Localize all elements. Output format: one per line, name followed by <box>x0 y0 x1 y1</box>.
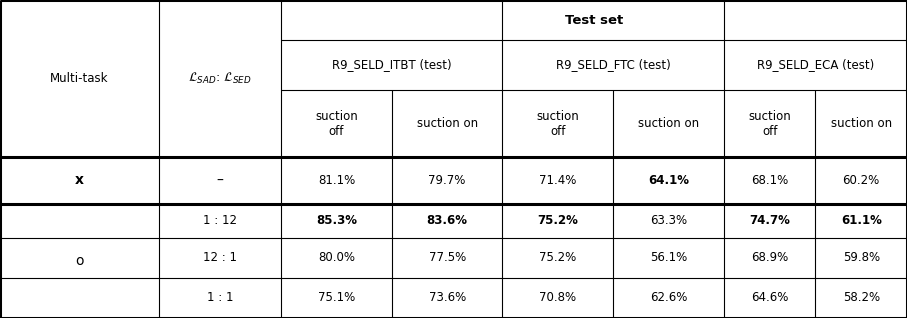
Text: 75.2%: 75.2% <box>537 214 579 227</box>
Text: suction on: suction on <box>831 117 892 130</box>
Text: 73.6%: 73.6% <box>428 292 466 304</box>
Text: 70.8%: 70.8% <box>540 292 576 304</box>
Text: 68.1%: 68.1% <box>751 174 788 187</box>
Text: R9_SELD_ECA (test): R9_SELD_ECA (test) <box>756 59 874 72</box>
Text: 1 : 12: 1 : 12 <box>203 214 237 227</box>
Text: 64.6%: 64.6% <box>751 292 788 304</box>
Text: 80.0%: 80.0% <box>318 252 355 264</box>
Text: 58.2%: 58.2% <box>843 292 880 304</box>
Text: 81.1%: 81.1% <box>317 174 356 187</box>
Text: 64.1%: 64.1% <box>648 174 689 187</box>
Text: 59.8%: 59.8% <box>843 252 880 264</box>
Text: 61.1%: 61.1% <box>841 214 882 227</box>
Text: suction
off: suction off <box>536 109 580 138</box>
Text: 68.9%: 68.9% <box>751 252 788 264</box>
Text: 71.4%: 71.4% <box>539 174 577 187</box>
Text: suction on: suction on <box>416 117 478 130</box>
Text: 77.5%: 77.5% <box>428 252 466 264</box>
Text: Test set: Test set <box>565 14 623 27</box>
Text: x: x <box>75 173 83 188</box>
Text: 56.1%: 56.1% <box>649 252 688 264</box>
Text: suction on: suction on <box>638 117 699 130</box>
Text: 62.6%: 62.6% <box>649 292 688 304</box>
Text: o: o <box>75 254 83 268</box>
Text: suction
off: suction off <box>748 109 791 138</box>
Text: R9_SELD_FTC (test): R9_SELD_FTC (test) <box>556 59 670 72</box>
Text: $\mathcal{L}_{SAD}$: $\mathcal{L}_{SED}$: $\mathcal{L}_{SAD}$: $\mathcal{L}_{SED}$ <box>188 71 252 86</box>
Text: 63.3%: 63.3% <box>650 214 687 227</box>
Text: suction
off: suction off <box>315 109 358 138</box>
Text: 74.7%: 74.7% <box>749 214 790 227</box>
Text: 60.2%: 60.2% <box>843 174 880 187</box>
Text: 83.6%: 83.6% <box>426 214 468 227</box>
Text: –: – <box>217 173 223 188</box>
Text: 75.1%: 75.1% <box>317 292 356 304</box>
Text: 85.3%: 85.3% <box>316 214 357 227</box>
Text: Multi-task: Multi-task <box>50 72 109 85</box>
Text: 12 : 1: 12 : 1 <box>203 252 237 264</box>
Text: R9_SELD_ITBT (test): R9_SELD_ITBT (test) <box>332 59 452 72</box>
Text: 79.7%: 79.7% <box>428 174 466 187</box>
Text: 1 : 1: 1 : 1 <box>207 292 233 304</box>
Text: 75.2%: 75.2% <box>539 252 577 264</box>
